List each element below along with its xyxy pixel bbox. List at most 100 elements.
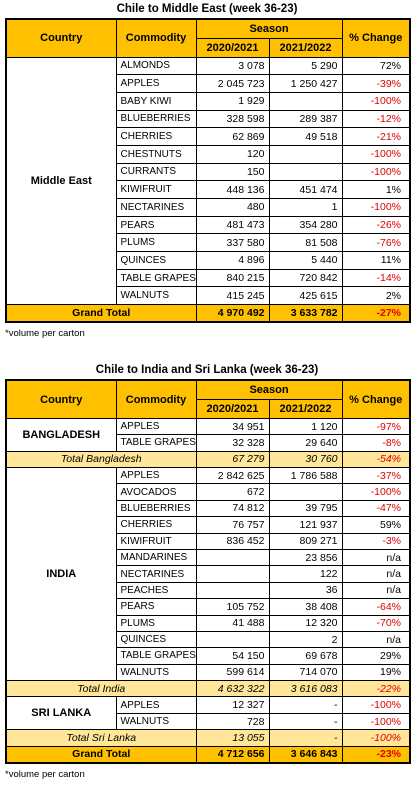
change-cell: -100%: [341, 712, 411, 731]
data-row: WALNUTS 415 245 425 615 2%: [6, 286, 411, 306]
commodity-cell: BLUEBERRIES: [115, 109, 197, 129]
commodity-cell: TABLE GRAPES: [115, 268, 197, 288]
data-row: QUINCES 4 896 5 440 11%: [6, 251, 411, 270]
commodity-cell: TABLE GRAPES: [115, 647, 197, 665]
tables-container: Chile to Middle East (week 36-23) Country…: [5, 3, 412, 780]
change-cell: -64%: [341, 598, 411, 616]
change-cell: -37%: [341, 466, 411, 485]
commodity-cell: KIWIFRUIT: [115, 532, 197, 550]
value-cell: 12 327: [195, 696, 270, 714]
value-cell: 5 440: [268, 251, 343, 270]
header-cell: % Change: [341, 18, 411, 58]
change-cell: n/a: [341, 565, 411, 583]
value-cell: 1 250 427: [268, 74, 343, 93]
change-cell: 2%: [341, 286, 411, 306]
change-cell: -97%: [341, 417, 411, 436]
total-label: Total Sri Lanka: [5, 729, 197, 747]
commodity-cell: WALNUTS: [115, 712, 197, 731]
value-cell: 1 929: [195, 91, 270, 111]
value-cell: 34 951: [195, 417, 270, 436]
value-cell: 451 474: [268, 180, 343, 199]
data-row: PEACHES 36 n/a: [6, 581, 411, 600]
data-row: WALNUTS 599 614 714 070 19%: [6, 663, 411, 682]
data-row: TABLE GRAPES 54 150 69 678 29%: [6, 647, 411, 665]
change-cell: -3%: [341, 532, 411, 550]
commodity-cell: WALNUTS: [115, 663, 197, 682]
commodity-cell: CHERRIES: [115, 127, 197, 146]
data-row: SRI LANKA APPLES 12 327- -100%: [5, 696, 411, 731]
value-cell: 728: [195, 712, 270, 731]
value-cell: [268, 91, 343, 111]
grand-total-row: Grand Total 4 970 492 3 633 782 -27%: [5, 304, 411, 323]
table-title: Chile to Middle East (week 36-23): [116, 3, 298, 15]
header-cell: Country: [5, 18, 117, 58]
data-row: CHERRIES 76 757 121 937 59%: [6, 516, 411, 534]
value-cell: 599 614: [195, 663, 270, 682]
change-cell: -39%: [341, 74, 411, 93]
data-row: PEARS 481 473 354 280 -26%: [6, 215, 411, 235]
value-cell: 5 290: [268, 56, 343, 76]
header-row: 2020/2021 2021/2022: [6, 37, 410, 58]
value-cell: 480: [195, 198, 270, 217]
value-cell: [268, 162, 343, 182]
value-cell: 62 869: [195, 127, 270, 146]
data-row: KIWIFRUIT 836 452 809 271 -3%: [6, 532, 411, 550]
grand-total-change: -23%: [341, 745, 411, 764]
value-cell: 49 518: [268, 127, 343, 146]
commodity-cell: CHERRIES: [115, 516, 197, 534]
commodity-cell: BLUEBERRIES: [115, 499, 197, 518]
total-change: -22%: [341, 680, 411, 698]
commodity-cell: KIWIFRUIT: [115, 180, 197, 199]
commodity-cell: TABLE GRAPES: [115, 434, 197, 452]
header-cell: Country: [5, 379, 117, 419]
change-cell: -14%: [341, 268, 411, 288]
commodity-cell: APPLES: [115, 696, 197, 714]
value-cell: [195, 565, 270, 583]
value-cell: 809 271: [268, 532, 343, 550]
total-row: Total India 4 632 322 3 616 083 -22%: [5, 680, 411, 698]
country-cell: SRI LANKA: [5, 696, 117, 731]
grand-total-value: 3 633 782: [268, 304, 343, 323]
change-cell: -47%: [341, 499, 411, 518]
header-cell: Commodity: [115, 18, 197, 58]
value-cell: 354 280: [268, 215, 343, 235]
header-cell: Season: [195, 18, 343, 39]
data-row: KIWIFRUIT 448 136 451 474 1%: [6, 180, 411, 199]
change-cell: 59%: [341, 516, 411, 534]
header-cell: Season: [195, 379, 343, 400]
value-cell: [195, 548, 270, 567]
header-cell: Commodity: [115, 379, 197, 419]
grand-total-label: Grand Total: [5, 745, 197, 764]
data-row: BANGLADESH APPLES 34 951 1 120 -97%: [5, 417, 411, 452]
change-cell: 19%: [341, 663, 411, 682]
data-row: MANDARINES 23 856 n/a: [6, 548, 411, 567]
value-cell: 41 488: [195, 614, 270, 632]
total-value: 4 632 322: [195, 680, 270, 698]
value-cell: 1: [268, 198, 343, 217]
data-row: CURRANTS 150 -100%: [6, 162, 411, 182]
change-cell: -100%: [341, 162, 411, 182]
value-cell: [268, 144, 343, 164]
value-cell: 425 615: [268, 286, 343, 306]
value-cell: 1 786 588: [268, 466, 343, 485]
commodity-cell: CURRANTS: [115, 162, 197, 182]
value-cell: 12 320: [268, 614, 343, 632]
value-cell: [195, 630, 270, 649]
change-cell: -100%: [341, 696, 411, 714]
total-value: 3 616 083: [268, 680, 343, 698]
total-row: Total Sri Lanka 13 055- -100%: [5, 729, 411, 747]
value-cell: -: [268, 696, 343, 714]
value-cell: [195, 581, 270, 600]
change-cell: -100%: [341, 483, 411, 501]
data-row: TABLE GRAPES 840 215 720 842 -14%: [6, 268, 411, 288]
data-row: WALNUTS 728- -100%: [6, 712, 411, 731]
commodity-cell: WALNUTS: [115, 286, 197, 306]
spacer: [5, 342, 409, 361]
commodity-cell: PEACHES: [115, 581, 197, 600]
header-cell: 2020/2021: [195, 37, 270, 58]
commodity-cell: QUINCES: [115, 251, 197, 270]
commodity-cell: CHESTNUTS: [115, 144, 197, 164]
commodity-cell: NECTARINES: [115, 198, 197, 217]
commodity-cell: ALMONDS: [115, 56, 197, 76]
